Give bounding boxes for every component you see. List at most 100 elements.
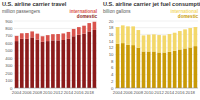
subtitle: million passengers [2,9,41,14]
y-tick-label: 300 [5,63,13,68]
bar [188,28,192,47]
title: U.S. airline carrier travel [2,1,67,7]
bar [116,44,120,88]
bar [82,34,86,88]
bar [116,27,120,44]
subtitle: billion gallons [103,9,131,14]
bar [15,41,19,88]
bar [162,52,166,88]
bar [82,26,86,34]
title: U.S. airline carrier jet fuel consumptio… [103,1,200,7]
bar [72,29,76,36]
bar [30,37,34,88]
bar [137,30,141,48]
bar [126,26,130,44]
y-tick-label: 10 [109,52,114,57]
y-tick-label: 4 [111,72,114,77]
x-tick-label: 2014 [64,90,74,95]
bar [77,27,81,35]
bar [67,32,71,39]
bar [157,35,161,52]
x-tick-label: 2012 [154,90,164,95]
y-tick-label: 16 [109,32,114,37]
bar [178,49,182,88]
x-tick-label: 2012 [53,90,63,95]
bar [61,33,65,40]
bar [168,52,172,88]
bar [131,26,135,45]
y-tick-label: 800 [5,26,13,31]
bar [152,34,156,51]
bar [25,39,29,88]
panel: U.S. airline carrier jet fuel consumptio… [103,1,200,95]
x-tick-label: 2016 [175,90,185,95]
x-tick-label: 2010 [43,90,53,95]
bar [56,40,60,88]
y-tick-label: 500 [5,48,13,53]
bar [188,47,192,88]
x-tick-label: 2008 [134,90,144,95]
legend-entry: domestic [178,14,199,19]
bar [87,23,91,31]
x-tick-label: 2014 [165,90,175,95]
x-tick-label: 2018 [185,90,195,95]
bar [61,40,65,88]
y-tick-label: 900 [5,19,13,24]
y-tick-label: 2 [111,79,114,84]
figure: U.S. airline carrier travel million passe… [0,0,200,100]
bar [152,51,156,88]
panel: U.S. airline carrier travel million passe… [2,1,97,95]
bar [46,35,50,41]
bar [20,39,24,88]
x-tick-label: 2008 [33,90,43,95]
bar [147,35,151,52]
y-tick-label: 20 [109,19,114,24]
bar [56,34,60,40]
bar [168,34,172,52]
bar [41,36,45,42]
x-tick-label: 2010 [144,90,154,95]
bar [25,33,29,39]
bar [142,51,146,88]
bar [131,45,135,88]
y-tick-label: 18 [109,25,114,30]
y-tick-label: 100 [5,78,13,83]
bar [93,30,97,88]
bar [126,45,130,88]
bar [157,52,161,88]
bar [46,41,50,88]
bar [162,35,166,52]
y-tick-label: 600 [5,41,13,46]
x-tick-label: 2006 [22,90,32,95]
y-tick-label: 12 [109,45,114,50]
bar [142,35,146,51]
y-tick-label: 200 [5,71,13,76]
x-tick-label: 2016 [74,90,84,95]
bar [121,43,125,88]
y-tick-label: 6 [111,65,114,70]
y-tick-label: 700 [5,33,13,38]
bar [183,48,187,88]
bar [137,48,141,88]
x-axis [115,88,198,89]
bar [36,40,40,88]
bar [41,42,45,88]
grid-line [115,21,198,22]
bar [72,36,76,88]
bar [77,35,81,88]
legend-entry: domestic [77,14,98,19]
bar [20,33,24,39]
y-tick-label: 14 [109,39,114,44]
bar [194,46,198,88]
bar [51,40,55,88]
bar [178,31,182,49]
bar [51,34,55,40]
bar [173,33,177,51]
y-tick-label: 8 [111,59,114,64]
x-tick-label: 2004 [12,90,22,95]
bar [36,34,40,40]
bar [15,36,19,41]
x-axis [14,88,97,89]
x-tick-label: 2006 [123,90,133,95]
bars [15,22,96,88]
